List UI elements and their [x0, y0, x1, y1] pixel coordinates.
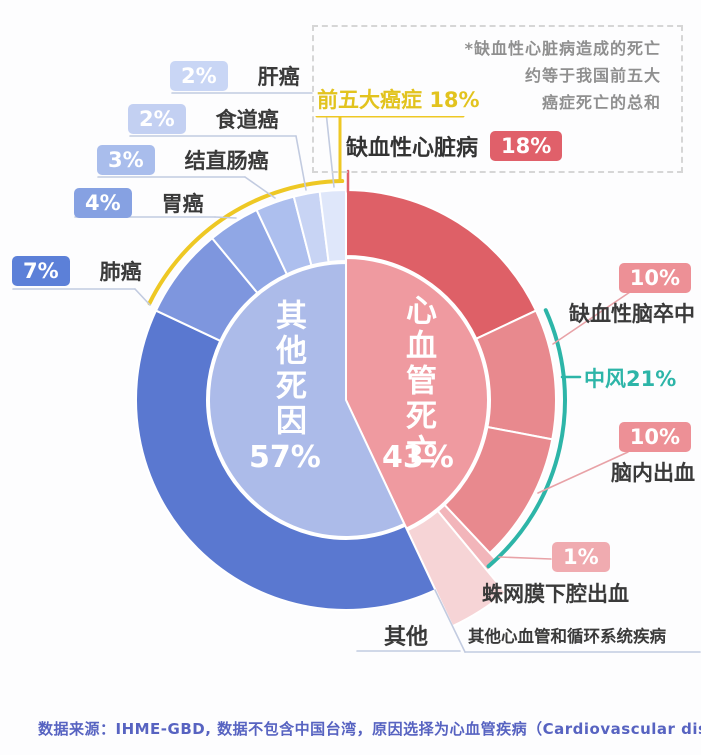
- sah-label: 蛛网膜下腔出血: [482, 582, 629, 607]
- ischemic-stroke-label: 缺血性脑卒中: [569, 302, 695, 327]
- callout-subarachnoid-hemorrhage: 1% 蛛网膜下腔出血: [482, 542, 652, 608]
- bracket-arc-stroke_total: [486, 308, 567, 569]
- center-pct-other-deaths: 57%: [249, 440, 321, 475]
- ihd-label: 缺血性心脏病: [346, 136, 479, 161]
- note-line: 癌症死亡的总和: [541, 93, 661, 112]
- callout-ischemic-stroke: 10% 缺血性脑卒中: [569, 263, 695, 328]
- callout-stomach-cancer: 4% 胃癌: [74, 188, 204, 219]
- top5-cancers-pct: 18%: [429, 88, 480, 112]
- bracket-arc-top5_cancers: [147, 179, 345, 306]
- note-line: *缺血性心脏病造成的死亡: [464, 39, 661, 58]
- leader-line: [295, 135, 307, 191]
- center-label-cvd-deaths: 心血管死亡: [400, 294, 436, 469]
- esophageal-pct-badge: 2%: [128, 104, 186, 135]
- pie-inner-cvd_deaths: [345, 256, 489, 530]
- callout-other: 其他: [384, 625, 429, 650]
- callout-colorectal-cancer: 3% 结直肠癌: [97, 145, 269, 176]
- leader-line: [552, 291, 631, 345]
- pie-inner-other_deaths: [208, 261, 406, 538]
- stomach-pct-badge: 4%: [74, 188, 132, 219]
- colorectal-label: 结直肠癌: [184, 149, 269, 174]
- colorectal-pct-badge: 3%: [97, 145, 155, 176]
- center-pct-cvd-deaths: 43%: [382, 440, 454, 475]
- note-box: *缺血性心脏病造成的死亡 约等于我国前五大 癌症死亡的总和: [312, 25, 683, 173]
- leader-line: [537, 451, 629, 494]
- lung-pct-badge: 7%: [12, 256, 70, 287]
- ihd-pct-badge: 18%: [490, 130, 563, 162]
- leader-line: [134, 288, 151, 306]
- source-caption: 数据来源：IHME-GBD, 数据不包含中国台湾，原因选择为心血管疾病（Card…: [38, 720, 701, 738]
- leader-line: [214, 216, 237, 219]
- leader-line: [434, 589, 466, 653]
- callout-liver-cancer: 2% 肝癌: [170, 61, 300, 92]
- esophageal-label: 食道癌: [215, 108, 279, 133]
- leader-line: [498, 556, 552, 560]
- top5-cancers-text: 前五大癌症: [317, 88, 422, 112]
- callout-intracerebral-hemorrhage: 10% 脑内出血: [611, 422, 695, 487]
- ich-label: 脑内出血: [611, 461, 695, 486]
- callout-other-cvd: 其他心血管和循环系统疾病: [468, 627, 666, 646]
- label-top5-cancers: 前五大癌症 18%: [315, 84, 486, 116]
- callout-esophageal-cancer: 2% 食道癌: [128, 104, 279, 135]
- leader-line: [244, 176, 276, 199]
- stomach-label: 胃癌: [161, 192, 204, 217]
- pie-segment-other_causes: [135, 309, 437, 611]
- callout-stroke-total: 中风21%: [584, 367, 677, 391]
- ich-pct-badge: 10%: [618, 422, 691, 453]
- liver-pct-badge: 2%: [170, 61, 228, 92]
- pie-segment-liver: [318, 188, 347, 264]
- sah-pct-badge: 1%: [552, 542, 610, 573]
- liver-label: 肝癌: [257, 65, 300, 90]
- callout-ihd: 缺血性心脏病 18%: [346, 130, 563, 162]
- ischemic-stroke-pct-badge: 10%: [618, 263, 691, 294]
- center-label-other-deaths: 其他死因: [270, 299, 306, 439]
- note-line: 约等于我国前五大: [524, 66, 661, 85]
- lung-label: 肺癌: [99, 260, 142, 285]
- callout-lung-cancer: 7% 肺癌: [12, 256, 142, 287]
